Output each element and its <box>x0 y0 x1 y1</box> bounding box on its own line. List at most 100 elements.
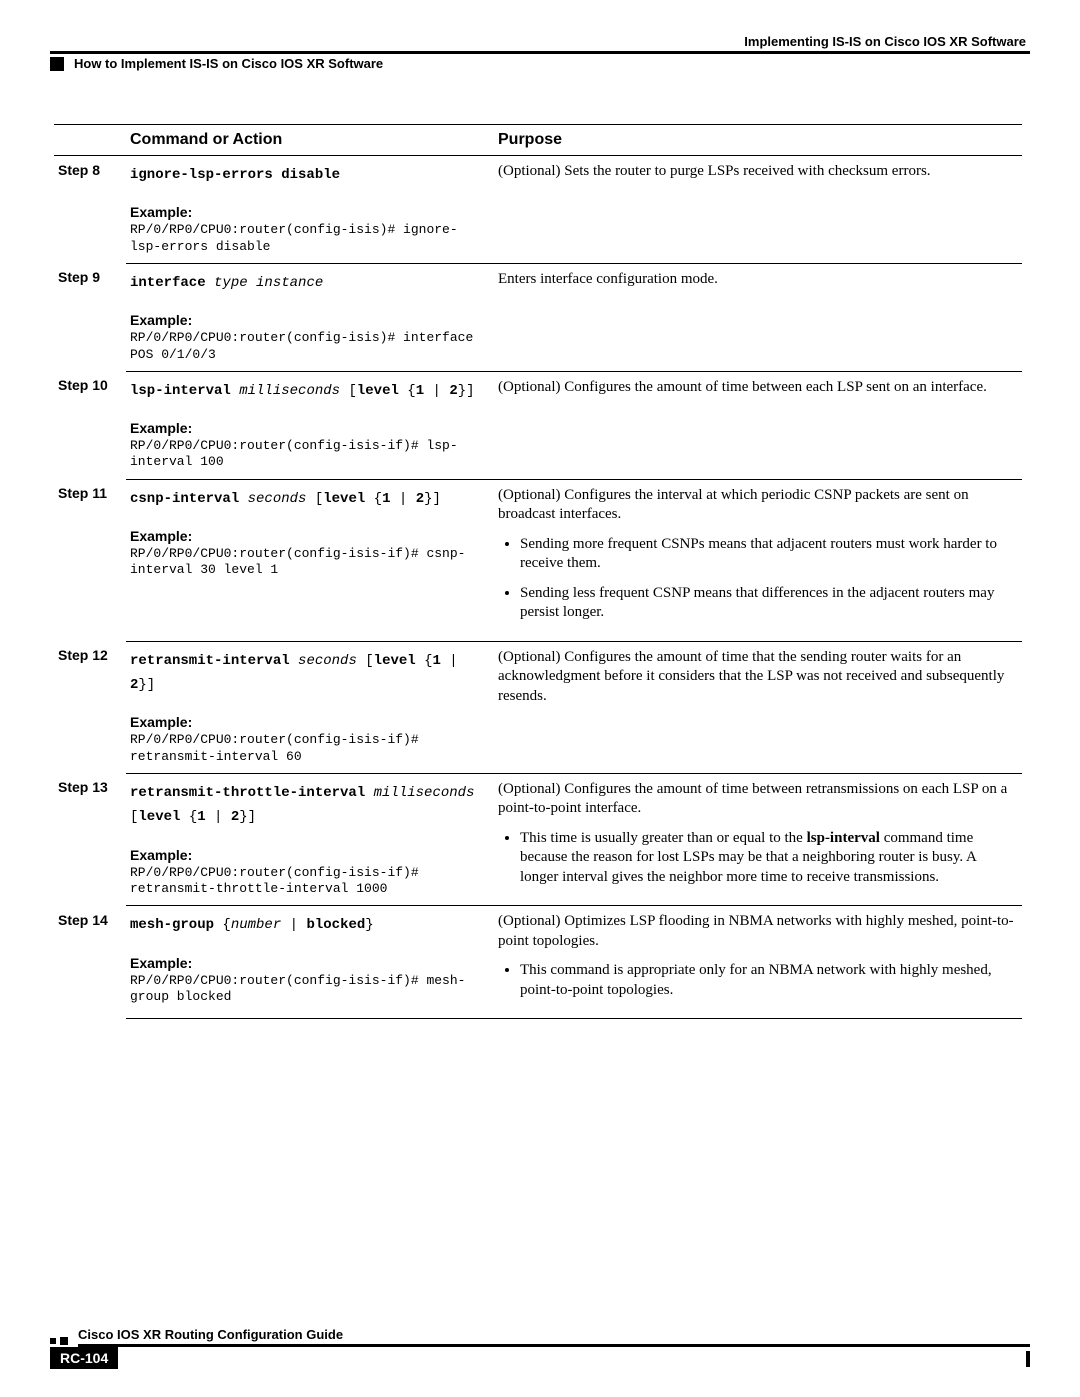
footer-square-icon <box>60 1337 68 1345</box>
command-punct: [ <box>340 383 357 399</box>
command-punct: { <box>365 491 382 507</box>
command-text: 2 <box>231 809 239 825</box>
list-item: This command is appropriate only for an … <box>520 961 1016 1000</box>
command-text: blocked <box>306 917 365 933</box>
command-punct: [ <box>306 491 323 507</box>
command-arg: number <box>231 917 281 933</box>
list-item: This time is usually greater than or equ… <box>520 829 1016 888</box>
command-text: lsp-interval <box>130 383 231 399</box>
purpose-cell: (Optional) Sets the router to purge LSPs… <box>494 156 1022 264</box>
command-cell: retransmit-throttle-interval millisecond… <box>126 773 494 906</box>
purpose-cell: (Optional) Optimizes LSP flooding in NBM… <box>494 906 1022 1019</box>
example-code: RP/0/RP0/CPU0:router(config-isis-if)# ls… <box>130 438 488 471</box>
command-text: level <box>138 809 180 825</box>
footer-title: Cisco IOS XR Routing Configuration Guide <box>78 1327 1030 1347</box>
page-number: RC-104 <box>50 1347 118 1369</box>
command-punct: | <box>206 809 231 825</box>
purpose-list: This time is usually greater than or equ… <box>498 829 1016 888</box>
command-punct: | <box>424 383 449 399</box>
table-row: Step 11 csnp-interval seconds [level {1 … <box>54 479 1022 641</box>
purpose-cell: (Optional) Configures the interval at wh… <box>494 479 1022 641</box>
command-punct: } <box>365 917 373 933</box>
bullet-bold: lsp-interval <box>807 830 880 846</box>
command-arg: type instance <box>206 275 324 291</box>
footer-page-row: RC-104 <box>50 1347 1030 1369</box>
list-item: Sending more frequent CSNPs means that a… <box>520 535 1016 574</box>
command-punct: { <box>399 383 416 399</box>
purpose-cell: (Optional) Configures the amount of time… <box>494 773 1022 906</box>
command-punct: }] <box>138 677 155 693</box>
footer-square-icon <box>50 1338 56 1344</box>
command-text: 2 <box>449 383 457 399</box>
step-label: Step 9 <box>54 263 126 371</box>
command-arg: milliseconds <box>365 785 474 801</box>
step-label: Step 10 <box>54 371 126 479</box>
step-label: Step 12 <box>54 641 126 773</box>
command-cell: mesh-group {number | blocked} Example: R… <box>126 906 494 1019</box>
example-code: RP/0/RP0/CPU0:router(config-isis-if)# cs… <box>130 546 488 579</box>
table-row: Step 13 retransmit-throttle-interval mil… <box>54 773 1022 906</box>
command-text: 2 <box>416 491 424 507</box>
example-label: Example: <box>130 420 488 436</box>
col-step-spacer <box>54 125 126 156</box>
purpose-text: (Optional) Optimizes LSP flooding in NBM… <box>498 912 1016 951</box>
content-area: Command or Action Purpose Step 8 ignore-… <box>54 124 1022 1019</box>
bullet-text: This time is usually greater than or equ… <box>520 830 807 846</box>
col-command-header: Command or Action <box>126 125 494 156</box>
table-row: Step 14 mesh-group {number | blocked} Ex… <box>54 906 1022 1019</box>
command-punct: { <box>180 809 197 825</box>
command-cell: retransmit-interval seconds [level {1 | … <box>126 641 494 773</box>
command-text: retransmit-interval <box>130 653 290 669</box>
example-code: RP/0/RP0/CPU0:router(config-isis-if)# me… <box>130 973 488 1006</box>
command-text: retransmit-throttle-interval <box>130 785 365 801</box>
example-label: Example: <box>130 204 488 220</box>
example-code: RP/0/RP0/CPU0:router(config-isis-if)# re… <box>130 865 488 898</box>
step-label: Step 13 <box>54 773 126 906</box>
command-text: interface <box>130 275 206 291</box>
command-text: level <box>374 653 416 669</box>
command-text: 1 <box>433 653 441 669</box>
step-label: Step 11 <box>54 479 126 641</box>
command-text: 1 <box>416 383 424 399</box>
purpose-text: (Optional) Configures the amount of time… <box>498 780 1016 819</box>
step-label: Step 8 <box>54 156 126 264</box>
example-label: Example: <box>130 714 488 730</box>
purpose-list: This command is appropriate only for an … <box>498 961 1016 1000</box>
table-header-row: Command or Action Purpose <box>54 125 1022 156</box>
purpose-cell: (Optional) Configures the amount of time… <box>494 371 1022 479</box>
command-arg: seconds <box>239 491 306 507</box>
step-label: Step 14 <box>54 906 126 1019</box>
command-punct: }] <box>424 491 441 507</box>
command-cell: ignore-lsp-errors disable Example: RP/0/… <box>126 156 494 264</box>
steps-table: Command or Action Purpose Step 8 ignore-… <box>54 124 1022 1019</box>
table-row: Step 12 retransmit-interval seconds [lev… <box>54 641 1022 773</box>
example-code: RP/0/RP0/CPU0:router(config-isis-if)# re… <box>130 732 488 765</box>
command-punct: | <box>281 917 306 933</box>
col-purpose-header: Purpose <box>494 125 1022 156</box>
header-right-title: Implementing IS-IS on Cisco IOS XR Softw… <box>50 34 1030 54</box>
command-text: level <box>357 383 399 399</box>
purpose-text: (Optional) Configures the interval at wh… <box>498 486 1016 525</box>
table-row: Step 8 ignore-lsp-errors disable Example… <box>54 156 1022 264</box>
purpose-list: Sending more frequent CSNPs means that a… <box>498 535 1016 623</box>
example-code: RP/0/RP0/CPU0:router(config-isis)# ignor… <box>130 222 488 255</box>
header-left-row: How to Implement IS-IS on Cisco IOS XR S… <box>50 56 1030 71</box>
example-code: RP/0/RP0/CPU0:router(config-isis)# inter… <box>130 330 488 363</box>
example-label: Example: <box>130 528 488 544</box>
example-label: Example: <box>130 312 488 328</box>
command-punct: { <box>416 653 433 669</box>
footer-right-mark-icon <box>1026 1351 1030 1367</box>
command-cell: csnp-interval seconds [level {1 | 2}] Ex… <box>126 479 494 641</box>
command-punct: | <box>390 491 415 507</box>
list-item: Sending less frequent CSNP means that di… <box>520 584 1016 623</box>
page-footer: Cisco IOS XR Routing Configuration Guide… <box>50 1327 1030 1369</box>
command-text: 1 <box>197 809 205 825</box>
purpose-cell: Enters interface configuration mode. <box>494 263 1022 371</box>
footer-line: Cisco IOS XR Routing Configuration Guide <box>50 1327 1030 1347</box>
example-label: Example: <box>130 955 488 971</box>
command-punct: }] <box>458 383 475 399</box>
table-row: Step 9 interface type instance Example: … <box>54 263 1022 371</box>
command-arg: seconds <box>290 653 357 669</box>
table-row: Step 10 lsp-interval milliseconds [level… <box>54 371 1022 479</box>
command-punct: [ <box>357 653 374 669</box>
